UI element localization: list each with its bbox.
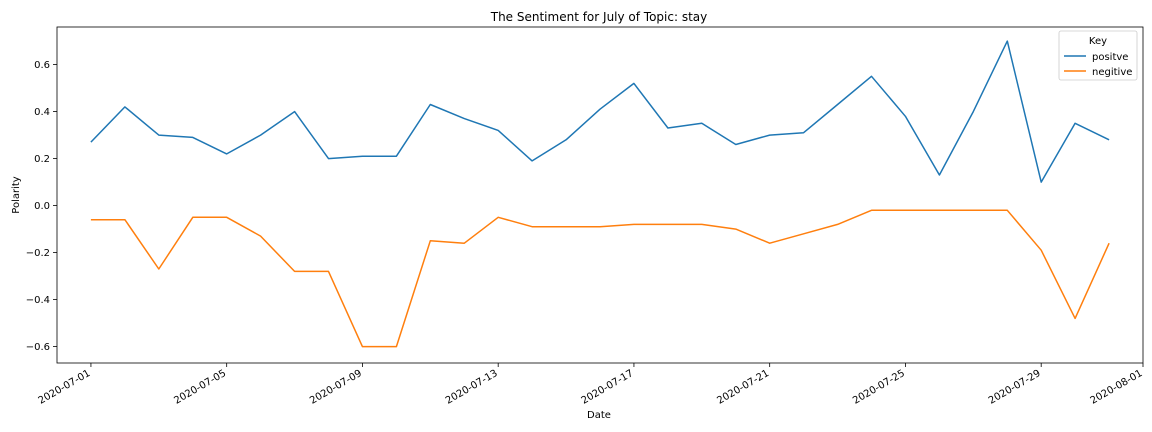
series-line-negative — [90, 209, 1110, 348]
x-axis-label: Date — [587, 410, 611, 421]
legend-label-negative: negitive — [1092, 67, 1132, 78]
legend-box — [1058, 30, 1138, 81]
legend-label-positive: positve — [1092, 52, 1128, 63]
y-tick-label: 0.2 — [34, 154, 50, 165]
legend-title: Key — [1089, 36, 1107, 47]
y-tick-label: −0.2 — [26, 248, 50, 259]
y-axis-label: Polarity — [11, 176, 22, 214]
series-line-positive — [90, 40, 1110, 183]
y-axis: −0.6 −0.4 −0.2 0.0 0.2 0.4 0.6 — [26, 60, 57, 353]
legend: Key positve negitive — [1058, 30, 1138, 81]
chart-title: The Sentiment for July of Topic: stay — [490, 10, 708, 24]
y-tick-label: 0.6 — [34, 60, 50, 71]
y-tick-label: −0.6 — [26, 342, 50, 353]
plot-area — [57, 27, 1143, 363]
plot-frame — [56, 26, 1144, 364]
y-tick-label: 0.0 — [34, 201, 50, 212]
series-layer — [90, 40, 1110, 348]
y-tick-label: −0.4 — [26, 295, 50, 306]
y-tick-label: 0.4 — [34, 107, 50, 118]
